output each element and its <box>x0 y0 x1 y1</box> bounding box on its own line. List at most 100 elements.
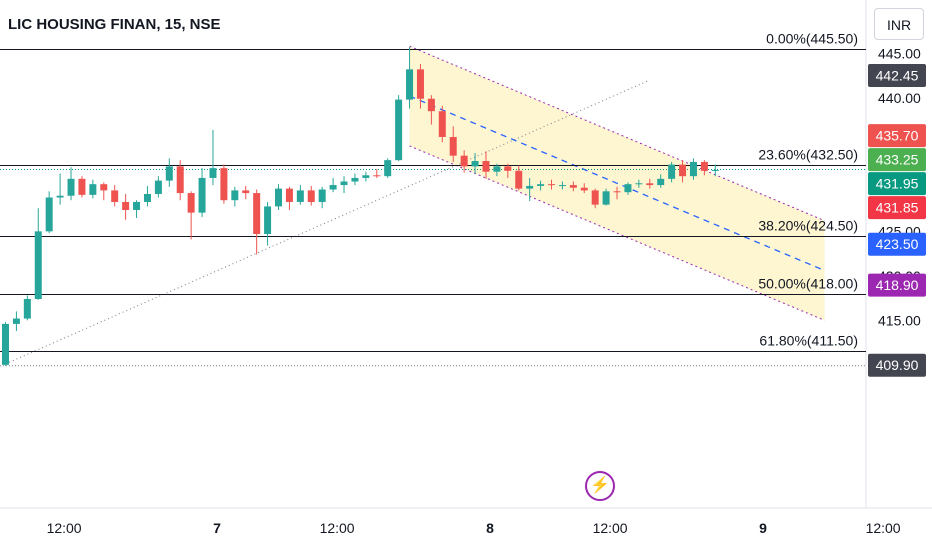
candle-body <box>416 69 424 99</box>
fib-level-label: 61.80%(411.50) <box>759 333 858 349</box>
candle-body <box>198 177 206 213</box>
candle-body <box>580 187 588 191</box>
candle-body <box>220 168 228 201</box>
price-label-box <box>868 273 926 297</box>
price-label-box <box>868 232 926 256</box>
candle-body <box>242 190 250 194</box>
candle-body <box>569 185 577 188</box>
candle-body <box>384 160 392 177</box>
chart-title: LIC HOUSING FINAN, 15, NSE <box>8 16 221 33</box>
candle-body <box>624 184 632 193</box>
candle-body <box>187 193 195 213</box>
candle-body <box>613 191 621 193</box>
price-label: 409.90 <box>876 357 919 373</box>
price-label-box <box>868 64 926 88</box>
channel-upper-line <box>409 45 825 222</box>
candle-body <box>34 231 42 299</box>
candle-body <box>45 197 53 232</box>
price-label: 423.50 <box>876 236 919 252</box>
price-label: 433.25 <box>876 152 919 168</box>
price-label-box <box>868 148 926 172</box>
candle-body <box>406 69 414 100</box>
fib-level-label: 50.00%(418.00) <box>758 276 858 292</box>
candle-body <box>602 191 610 205</box>
candle-body <box>427 98 435 112</box>
candle-body <box>679 164 687 177</box>
price-label: 431.85 <box>876 200 919 216</box>
candle-body <box>23 298 31 319</box>
trendline <box>5 79 650 365</box>
candle-body <box>122 201 130 210</box>
fibonacci-retracement: 0.00%(445.50) 23.60%(432.50) 38.20%(424.50… <box>0 31 866 367</box>
candle-body <box>133 201 141 210</box>
candlesticks <box>2 47 719 366</box>
candle-body <box>143 193 151 202</box>
candle-body <box>635 183 643 185</box>
trend-line <box>5 79 650 365</box>
candle-body <box>471 161 479 167</box>
candle-body <box>56 195 64 198</box>
candle-body <box>264 206 272 235</box>
candle-body <box>154 180 162 194</box>
candle-body <box>395 99 403 161</box>
lightning-icon[interactable]: ⚡ <box>585 471 615 501</box>
candle-body <box>438 111 446 137</box>
candle-body <box>482 161 490 172</box>
candle-body <box>231 190 239 201</box>
channel-lower-line <box>409 145 825 321</box>
candle-body <box>460 155 468 167</box>
candle-body <box>100 184 108 191</box>
candle-body <box>2 323 9 365</box>
candle-body <box>78 178 86 195</box>
x-tick-label: 12:00 <box>866 520 901 536</box>
channel-mid-line <box>409 95 825 272</box>
currency-button[interactable]: INR <box>874 8 924 40</box>
price-labels: 442.45 435.70 433.25 431.95 431.85 423.50 418.… <box>868 64 926 377</box>
candle-body <box>176 166 184 194</box>
candle-body <box>591 190 599 205</box>
candle-body <box>165 166 173 181</box>
x-tick-label: 9 <box>759 520 767 536</box>
price-label-box <box>868 172 926 196</box>
candle-body <box>111 190 119 202</box>
candle-body <box>646 183 654 186</box>
price-label: 431.95 <box>876 176 919 192</box>
parallel-channel <box>409 45 825 321</box>
candle-body <box>668 164 676 179</box>
candle-body <box>340 181 348 186</box>
fib-level-label: 38.20%(424.50) <box>758 218 858 234</box>
candle-body <box>558 185 566 187</box>
x-tick-label: 12:00 <box>593 520 628 536</box>
candle-body <box>296 190 304 202</box>
price-label: 442.45 <box>876 68 919 84</box>
candle-body <box>329 185 337 190</box>
candle-body <box>209 168 217 178</box>
candle-body <box>307 190 315 202</box>
candle-body <box>711 169 719 171</box>
price-label-box <box>868 353 926 377</box>
x-tick-label: 12:00 <box>47 520 82 536</box>
candle-body <box>537 184 545 186</box>
x-tick-label: 8 <box>486 520 494 536</box>
candle-body <box>526 185 534 189</box>
candle-body <box>449 137 457 156</box>
y-tick-label: 440.00 <box>878 90 921 106</box>
y-tick-label: 445.00 <box>878 45 921 61</box>
candle-body <box>351 177 359 182</box>
candle-body <box>253 193 261 235</box>
y-tick-label: 415.00 <box>878 312 921 328</box>
price-label: 418.90 <box>876 277 919 293</box>
candle-body <box>12 318 20 324</box>
candle-body <box>285 188 293 202</box>
candle-body <box>67 178 75 196</box>
x-tick-label: 12:00 <box>320 520 355 536</box>
candle-body <box>373 175 381 177</box>
grid-lines <box>0 0 932 509</box>
candle-body <box>275 188 282 207</box>
candle-body <box>493 166 501 172</box>
candle-body <box>362 175 370 178</box>
candle-body <box>504 166 512 171</box>
price-label-box <box>868 196 926 220</box>
